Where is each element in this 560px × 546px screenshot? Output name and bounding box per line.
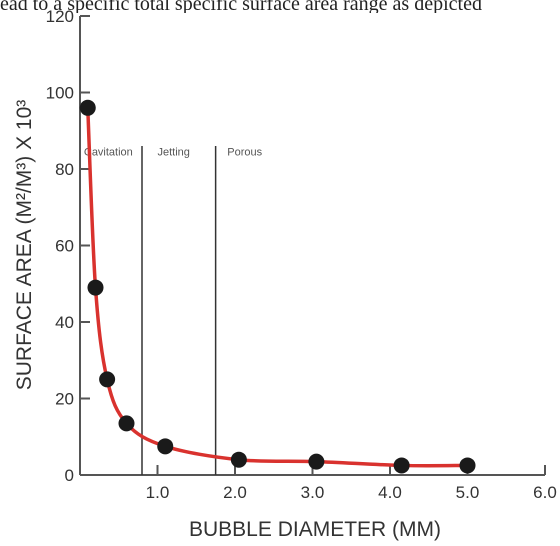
tick-labels: 0 20 40 60 80 100 120 1.0 2.0 3.0 4.0 5.0 6.0 bbox=[46, 7, 557, 502]
x-tick-label: 2.0 bbox=[223, 483, 247, 502]
x-axis-title: BUBBLE DIAMETER (MM) bbox=[189, 518, 441, 541]
y-tick-label: 120 bbox=[46, 7, 74, 26]
data-point bbox=[79, 99, 96, 116]
y-tick-label: 100 bbox=[46, 84, 74, 103]
region-dividers bbox=[141, 146, 217, 475]
y-axis-title: SURFACE AREA (M²/M³) X 10³ bbox=[13, 100, 36, 391]
x-tick-label: 5.0 bbox=[456, 483, 480, 502]
data-point bbox=[459, 457, 476, 474]
data-point bbox=[87, 279, 104, 296]
x-tick-label: 6.0 bbox=[533, 483, 557, 502]
caption-text-fragment: ead to a specific total specific surface… bbox=[0, 0, 482, 13]
data-point bbox=[230, 451, 247, 468]
y-tick-label: 20 bbox=[55, 390, 74, 409]
x-tick-label: 1.0 bbox=[146, 483, 170, 502]
region-label-porous: Porous bbox=[227, 147, 262, 159]
region-label-cavitation: Cavitation bbox=[84, 147, 133, 159]
x-tick-label: 4.0 bbox=[378, 483, 402, 502]
x-tick-label: 3.0 bbox=[301, 483, 325, 502]
region-labels: Cavitation Jetting Porous bbox=[84, 147, 263, 159]
y-tick-label: 40 bbox=[55, 313, 74, 332]
data-point bbox=[308, 453, 325, 470]
data-point bbox=[99, 371, 116, 388]
y-tick-label: 60 bbox=[55, 237, 74, 256]
data-point bbox=[393, 457, 410, 474]
region-label-jetting: Jetting bbox=[158, 147, 190, 159]
y-tick-label: 80 bbox=[55, 160, 74, 179]
chart-axes bbox=[79, 15, 546, 476]
y-tick-label: 0 bbox=[65, 466, 74, 485]
data-point bbox=[118, 415, 135, 432]
series-line bbox=[86, 107, 468, 468]
data-point bbox=[157, 438, 174, 455]
data-series bbox=[79, 99, 476, 474]
